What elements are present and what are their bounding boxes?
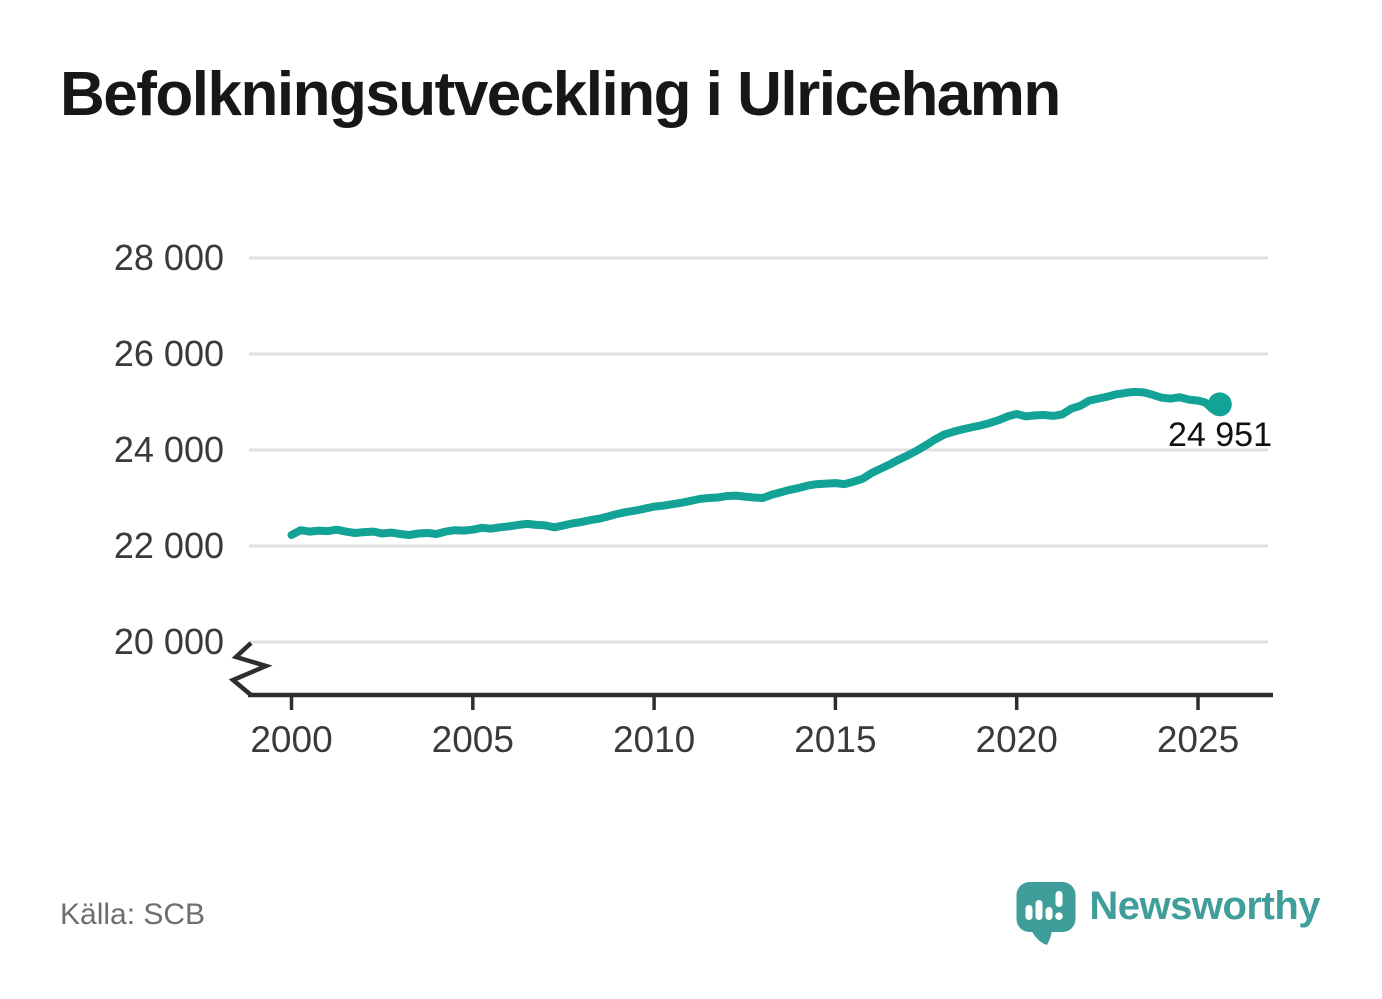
y-axis-break-zigzag-icon <box>228 641 273 697</box>
x-axis-tick-label: 2025 <box>1157 719 1239 760</box>
latest-value-dot <box>1207 392 1232 417</box>
x-axis-tick-label: 2000 <box>250 719 332 760</box>
x-axis-tick-labels: 2000 2005 2010 2015 2020 2025 <box>250 719 1239 760</box>
y-axis-tick-label: 26 000 <box>114 333 224 374</box>
latest-value-label: 24 951 <box>1168 416 1272 454</box>
chart-title: Befolkningsutveckling i Ulricehamn <box>60 60 1061 129</box>
x-axis-tick-label: 2010 <box>613 719 695 760</box>
y-axis-tick-label: 22 000 <box>114 525 224 566</box>
newsworthy-logo: Newsworthy <box>1016 878 1320 946</box>
source-note: Källa: SCB <box>60 898 206 931</box>
newsworthy-logo-text: Newsworthy <box>1089 884 1320 928</box>
y-axis-tick-label: 24 000 <box>114 429 224 470</box>
gridlines <box>249 256 1268 644</box>
y-axis-tick-labels: 20 000 22 000 24 000 26 000 28 000 <box>114 237 224 662</box>
x-axis-tick-label: 2005 <box>432 719 514 760</box>
bar-chart-glyph <box>1025 891 1064 920</box>
x-axis <box>228 641 1273 710</box>
population-line <box>287 387 1224 539</box>
newsworthy-speech-bubble-icon <box>1016 882 1076 945</box>
x-axis-tick-marks <box>289 695 1200 710</box>
y-axis-tick-label: 28 000 <box>114 237 224 278</box>
y-axis-tick-label: 20 000 <box>114 621 224 662</box>
x-axis-tick-label: 2015 <box>794 719 876 760</box>
x-axis-tick-label: 2020 <box>976 719 1058 760</box>
series-group <box>287 387 1232 539</box>
